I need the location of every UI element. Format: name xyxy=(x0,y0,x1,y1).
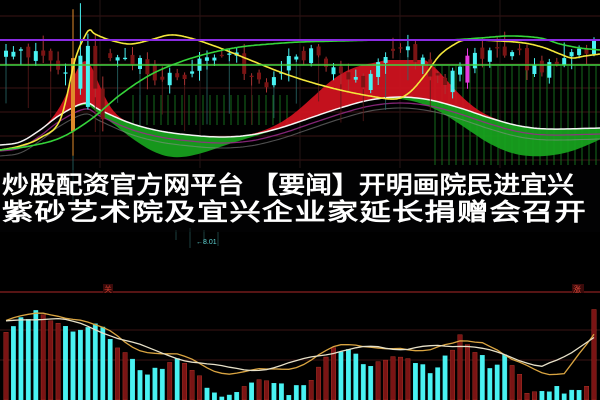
svg-text:关: 关 xyxy=(104,284,112,294)
svg-text:←8.01: ←8.01 xyxy=(196,239,217,246)
svg-text:涨: 涨 xyxy=(573,284,581,294)
